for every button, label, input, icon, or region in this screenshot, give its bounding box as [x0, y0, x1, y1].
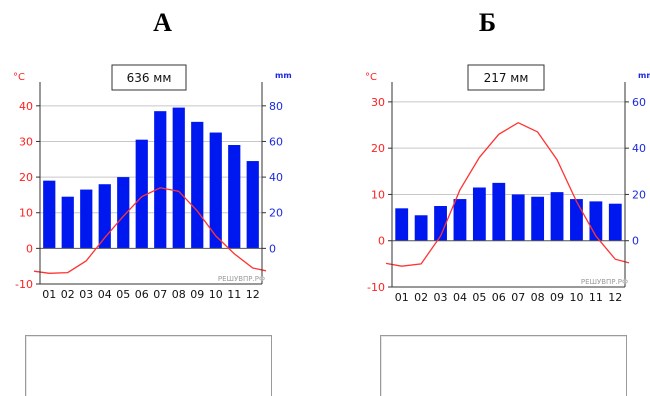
- month-label: 02: [414, 291, 428, 304]
- month-label: 09: [550, 291, 564, 304]
- left-tick-label: 20: [371, 142, 385, 155]
- precip-unit-label: mm: [638, 71, 650, 80]
- precip-bar: [531, 196, 545, 241]
- right-tick-label: 60: [632, 96, 646, 109]
- right-tick-label: 40: [269, 171, 283, 184]
- precip-bar: [434, 206, 447, 241]
- precip-bar: [61, 196, 74, 249]
- month-label: 10: [569, 291, 583, 304]
- precip-bar: [209, 132, 222, 249]
- precip-bar: [550, 192, 564, 241]
- precip-bar: [395, 208, 409, 241]
- month-label: 01: [42, 288, 56, 301]
- precip-bar: [43, 180, 56, 249]
- month-label: 12: [246, 288, 260, 301]
- month-label: 05: [116, 288, 130, 301]
- annual-precip-value: 217 мм: [484, 71, 529, 85]
- precip-bar: [228, 145, 241, 249]
- left-tick-label: 10: [371, 188, 385, 201]
- left-tick-label: 10: [19, 207, 33, 220]
- precip-bar: [80, 189, 93, 249]
- month-label: 04: [98, 288, 112, 301]
- left-tick-label: 30: [19, 135, 33, 148]
- precip-bar: [98, 184, 111, 249]
- month-label: 10: [209, 288, 223, 301]
- precip-bar: [492, 182, 506, 241]
- month-label: 11: [589, 291, 603, 304]
- month-label: 06: [492, 291, 506, 304]
- annual-precip-box: [467, 64, 545, 91]
- annual-precip-value: 636 мм: [127, 71, 172, 85]
- watermark: РЕШУВПР.РФ: [581, 278, 628, 286]
- month-label: 07: [153, 288, 167, 301]
- left-tick-label: -10: [367, 281, 385, 294]
- answer-box-a[interactable]: [25, 335, 272, 396]
- month-label: 02: [61, 288, 75, 301]
- month-label: 08: [531, 291, 545, 304]
- month-label: 01: [395, 291, 409, 304]
- temperature-line: [385, 121, 630, 267]
- panel-letter-b: Б: [478, 8, 497, 37]
- left-tick-label: 20: [19, 171, 33, 184]
- climate-panel-a: А -10 0 10 20 30 40 °C 0 20 40 60 80 mm 01 02 03 04 05 06 0…: [0, 0, 325, 396]
- month-label: 04: [453, 291, 467, 304]
- temp-unit-label: °C: [365, 72, 377, 83]
- month-label: 11: [227, 288, 241, 301]
- right-tick-label: 20: [269, 207, 283, 220]
- precip-unit-label: mm: [275, 71, 292, 80]
- precip-bar: [608, 203, 622, 241]
- precip-bar: [472, 187, 486, 241]
- right-tick-label: 40: [632, 142, 646, 155]
- precip-bar: [570, 199, 583, 241]
- precip-bar: [511, 194, 525, 241]
- month-label: 06: [135, 288, 149, 301]
- annual-precip-box: [111, 64, 187, 91]
- temp-unit-label: °C: [13, 72, 25, 83]
- right-tick-label: 0: [632, 235, 639, 248]
- precip-bar: [135, 139, 148, 249]
- precip-bar: [154, 111, 167, 249]
- panel-letter-a: А: [153, 8, 172, 37]
- precip-bar: [246, 161, 259, 249]
- month-label: 05: [472, 291, 486, 304]
- left-tick-label: -10: [15, 278, 33, 291]
- precip-bar: [191, 121, 204, 249]
- answer-box-b[interactable]: [380, 335, 627, 396]
- precip-bar: [414, 215, 428, 241]
- month-label: 07: [511, 291, 525, 304]
- right-tick-label: 20: [632, 188, 646, 201]
- left-tick-label: 0: [26, 242, 33, 255]
- precip-bar: [453, 199, 467, 241]
- precip-bar: [172, 107, 185, 249]
- climate-chart-a: -10 0 10 20 30 40 °C 0 20 40 60 80 mm 01 02 03 04 05 06 07 0…: [13, 64, 292, 301]
- climate-chart-b: -10 0 10 20 30 °C 0 20 40 60 mm 01 02 03 04 05 06 07 08 09 1…: [365, 64, 650, 304]
- watermark: РЕШУВПР.РФ: [218, 275, 265, 283]
- month-label: 12: [608, 291, 622, 304]
- right-tick-label: 80: [269, 100, 283, 113]
- climate-panel-b: Б -10 0 10 20 30 °C 0 20 40 60 mm 01 02 03 04 05 06 07 08 0…: [325, 0, 650, 396]
- precip-bar: [117, 177, 130, 249]
- left-tick-label: 0: [378, 235, 385, 248]
- month-label: 09: [190, 288, 204, 301]
- month-label: 08: [172, 288, 186, 301]
- right-tick-label: 0: [269, 242, 276, 255]
- month-label: 03: [79, 288, 93, 301]
- month-label: 03: [434, 291, 448, 304]
- left-tick-label: 40: [19, 100, 33, 113]
- temperature-line: [33, 187, 267, 274]
- right-tick-label: 60: [269, 135, 283, 148]
- left-tick-label: 30: [371, 96, 385, 109]
